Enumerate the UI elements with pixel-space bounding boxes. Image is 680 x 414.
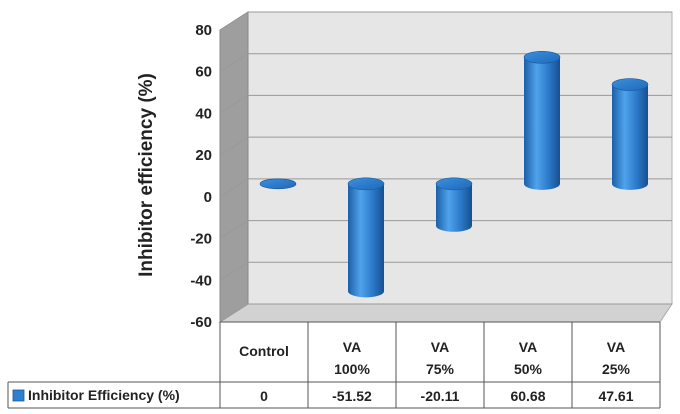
bar-top [259,178,297,190]
gridline-side [219,53,249,73]
plot-walls [218,11,673,323]
y-tick-label: 0 [204,189,212,206]
bar-body [524,57,560,190]
bar [259,178,297,190]
category-label-sub: 25% [602,361,631,377]
bar [523,50,561,190]
data-label: -51.52 [332,388,372,404]
category-label: VA [607,339,625,355]
bar [435,177,473,232]
y-tick-label: 20 [195,147,212,164]
data-label: 60.68 [510,388,545,404]
bar [611,78,649,190]
category-label-sub: 75% [426,361,455,377]
data-table: Control VA 100% VA 75% VA 50% VA 25% 0 -51.52 -20.1… [7,321,661,409]
gridline-side [219,95,249,114]
y-axis-ticks: -60 -40 -20 0 20 40 60 80 [190,22,212,331]
data-label: 47.61 [598,388,633,404]
gridline-side [219,303,249,323]
category-label: VA [343,339,361,355]
bar-body [436,183,472,232]
bar-body [348,183,384,298]
gridline-side [219,11,249,31]
legend-swatch [12,389,25,402]
y-tick-label: 60 [195,64,212,81]
bar-body [612,84,648,190]
floor [218,303,673,323]
y-tick-label: -40 [190,272,212,289]
gridline-side [219,261,249,281]
data-label: -20.11 [421,388,460,404]
bar-top [523,50,561,64]
back-wall [247,11,673,305]
bar-top [435,177,473,191]
data-label: 0 [260,388,268,404]
gridline-side [219,178,249,198]
gridline-side [219,136,249,156]
bars [259,50,649,298]
legend-label: Inhibitor Efficiency (%) [28,387,180,403]
gridline-side [219,220,249,239]
y-tick-label: -20 [190,231,212,248]
y-tick-label: 40 [195,105,212,122]
category-label: VA [519,339,537,355]
category-label: VA [431,339,449,355]
side-wall [219,11,249,323]
y-axis-label: Inhibitor efficiency (%) [136,73,157,277]
bar [347,177,385,298]
y-tick-label: 80 [195,22,212,39]
category-label-sub: 100% [334,361,370,377]
bar-top [611,78,649,91]
y-tick-label: -60 [190,314,212,331]
category-label-sub: 50% [514,361,543,377]
bar-top [347,177,385,191]
category-label: Control [239,343,289,359]
